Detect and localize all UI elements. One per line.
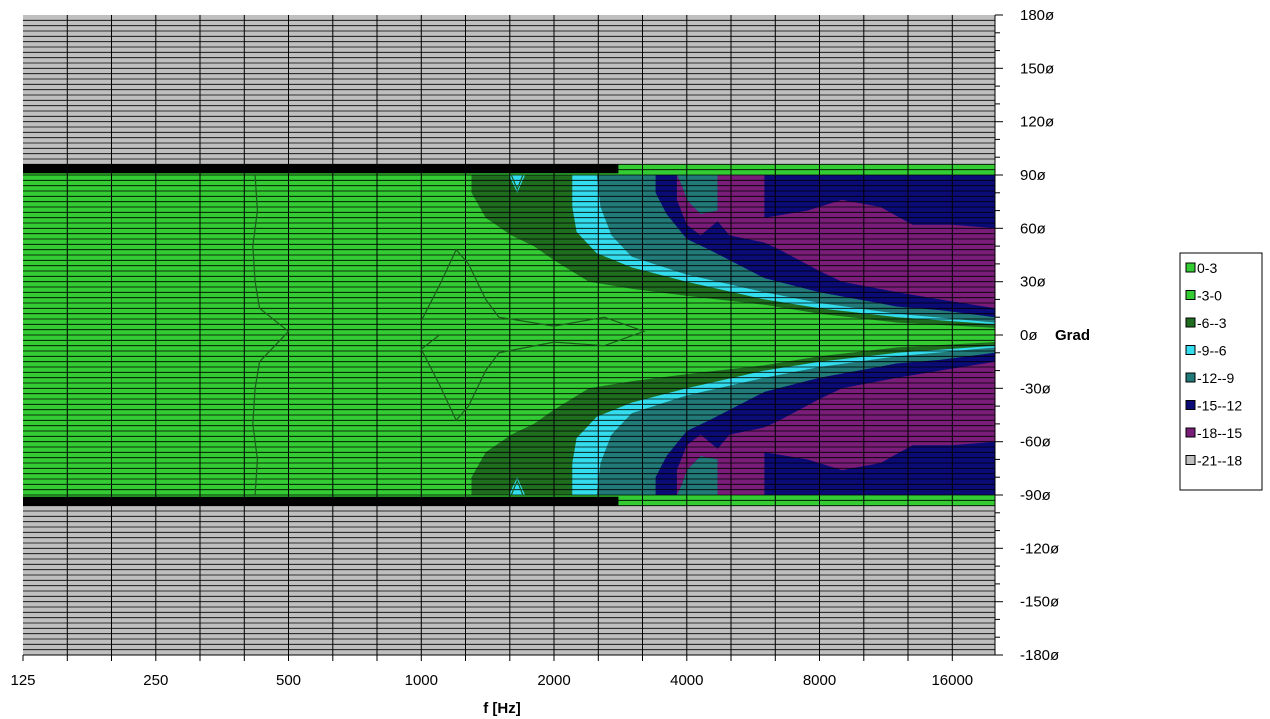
legend: 0-3 -3-0 -6--3 -9--6 -12--9 -15--12 -18--15 -21… — [1179, 252, 1263, 491]
y-tick-label: -60ø — [1020, 434, 1051, 451]
contour-region-4-lower — [676, 361, 995, 495]
inner-contour-2 — [510, 174, 524, 191]
band-top — [23, 164, 619, 174]
y-tick-label: 120ø — [1020, 114, 1054, 131]
x-tick-label: 2000 — [537, 672, 570, 689]
boundary-bands — [23, 164, 619, 506]
y-tick-labels: 180ø 150ø 120ø 90ø 60ø 30ø 0ø -30ø -60ø -90ø -120ø… — [1020, 7, 1059, 664]
x-tick-label: 4000 — [670, 672, 703, 689]
legend-label: -18--15 — [1197, 425, 1242, 441]
legend-swatch — [1185, 372, 1196, 383]
y-axis-unit-label: Grad — [1055, 327, 1090, 344]
x-tick-label: 250 — [143, 672, 168, 689]
legend-label: -15--12 — [1197, 398, 1242, 414]
y-tick-label: -120ø — [1020, 540, 1059, 557]
inner-contour-1 — [420, 248, 646, 422]
x-tick-label: 16000 — [931, 672, 973, 689]
x-tick-label: 125 — [10, 672, 35, 689]
legend-label: -9--6 — [1197, 343, 1227, 359]
grid-lines — [23, 15, 995, 655]
contour-region-4-upper — [676, 175, 995, 309]
y-tick-label: -30ø — [1020, 380, 1051, 397]
y-tick-label: 60ø — [1020, 220, 1046, 237]
legend-swatch — [1185, 290, 1196, 300]
legend-label: -6--3 — [1197, 315, 1227, 331]
y-tick-label: -180ø — [1020, 647, 1059, 664]
x-tick-label: 500 — [276, 672, 301, 689]
y-tick-label: 90ø — [1020, 167, 1046, 184]
y-tick-label: 180ø — [1020, 7, 1054, 24]
inner-contour-0 — [252, 174, 290, 496]
y-tick-label: -90ø — [1020, 487, 1051, 504]
legend-label: -3-0 — [1197, 288, 1222, 304]
legend-swatch — [1185, 400, 1196, 410]
inner-contour-3 — [510, 479, 524, 496]
legend-label: -21--18 — [1197, 453, 1242, 469]
band-bottom — [23, 496, 619, 506]
y-tick-label: -150ø — [1020, 594, 1059, 611]
y-tick-label: 30ø — [1020, 274, 1046, 291]
legend-swatch — [1185, 427, 1196, 438]
x-tick-label: 1000 — [405, 672, 438, 689]
legend-label: -12--9 — [1197, 370, 1235, 386]
legend-swatch — [1185, 345, 1196, 355]
x-tick-label: 8000 — [803, 672, 836, 689]
legend-swatch — [1185, 455, 1196, 465]
inner-contour-lines — [252, 174, 646, 496]
x-axis-title: f [Hz] — [483, 700, 521, 717]
y-tick-label: 150ø — [1020, 60, 1054, 77]
legend-label: 0-3 — [1197, 260, 1217, 276]
legend-swatch — [1185, 317, 1196, 328]
axes — [22, 14, 1003, 661]
legend-swatch — [1185, 262, 1196, 273]
x-tick-labels: 125 250 500 1000 2000 4000 8000 16000 — [10, 672, 973, 689]
y-tick-label: 0ø — [1020, 327, 1038, 344]
